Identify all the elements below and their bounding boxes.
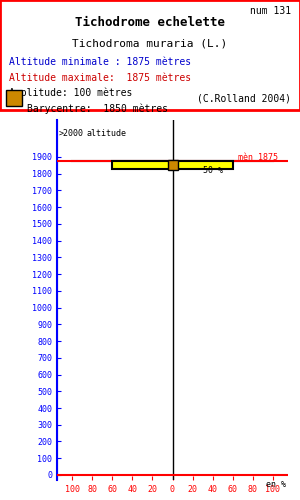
Text: 50 %: 50 % [202, 166, 223, 174]
Text: >2000: >2000 [59, 129, 84, 138]
Text: Amplitude: 100 mètres: Amplitude: 100 mètres [9, 88, 132, 99]
Bar [6, 90, 22, 106]
Text: Altitude minimale : 1875 mètres: Altitude minimale : 1875 mètres [9, 57, 191, 67]
Text: (C.Rolland 2004): (C.Rolland 2004) [197, 94, 291, 104]
Text: Altitude maximale:  1875 mètres: Altitude maximale: 1875 mètres [9, 72, 191, 83]
Text: en %: en % [266, 480, 286, 488]
Text: Barycentre:  1850 mètres: Barycentre: 1850 mètres [27, 104, 168, 114]
Text: num 131: num 131 [250, 6, 291, 16]
Text: Tichodrome echelette: Tichodrome echelette [75, 16, 225, 30]
Text: mèn 1875: mèn 1875 [238, 152, 278, 162]
Text: altitude: altitude [86, 129, 126, 138]
Text: Tichodroma muraria (L.): Tichodroma muraria (L.) [72, 38, 228, 48]
Bar [112, 161, 233, 170]
FancyBboxPatch shape [0, 0, 300, 110]
